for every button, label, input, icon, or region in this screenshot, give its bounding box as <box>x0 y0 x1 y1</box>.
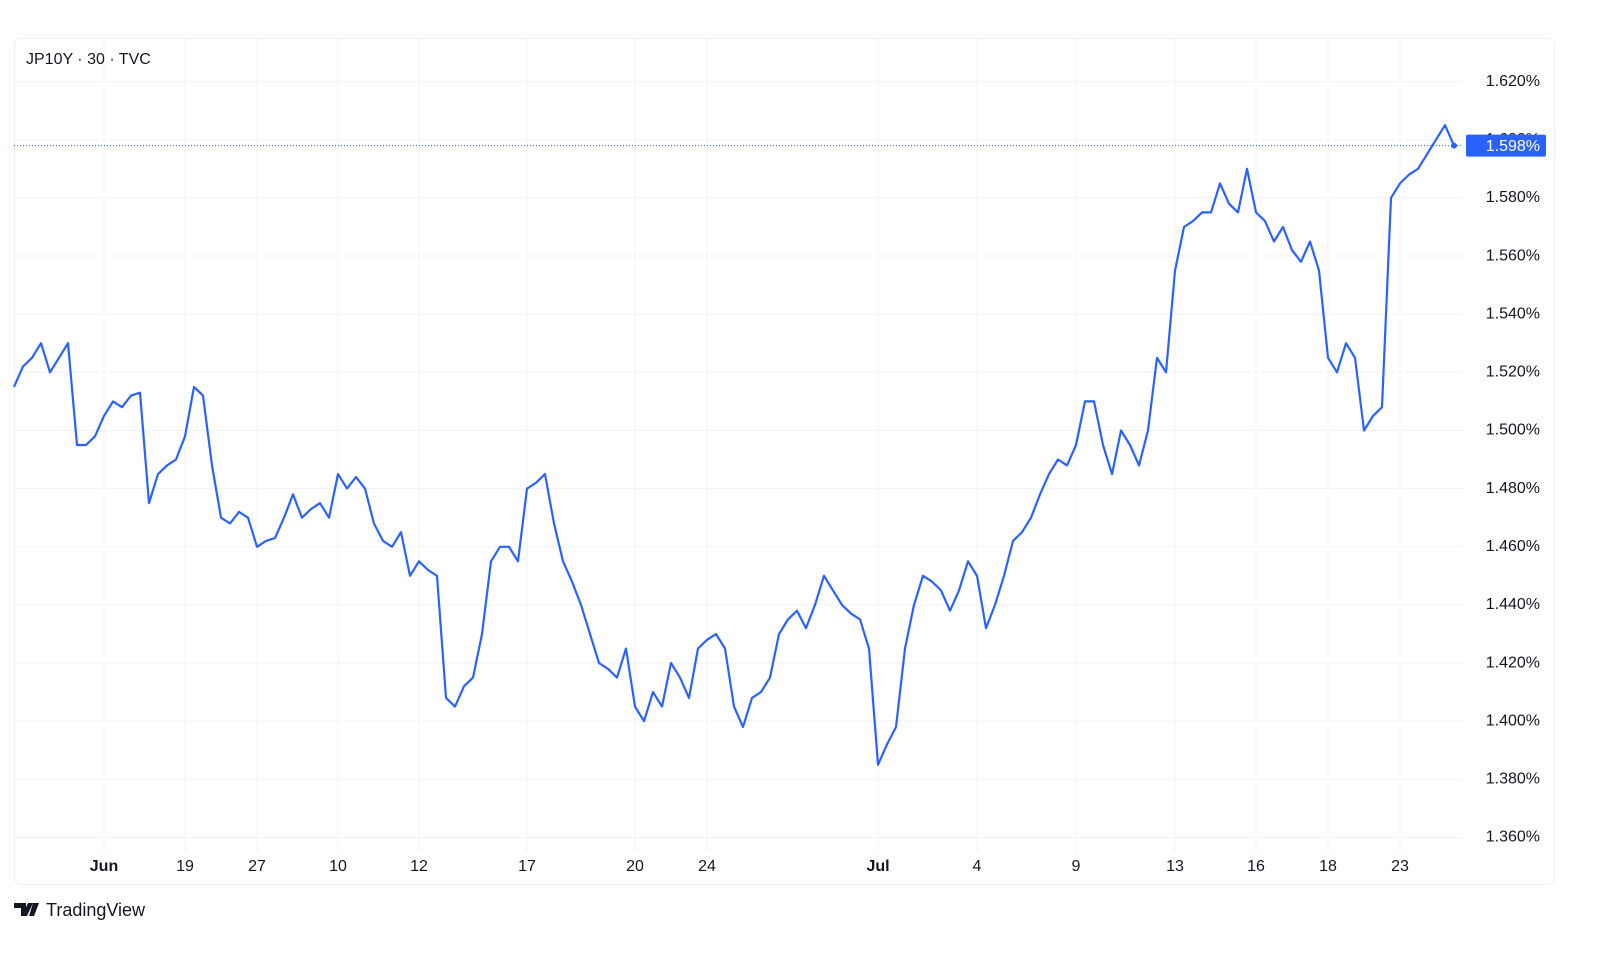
y-tick-label: 1.460% <box>1486 538 1540 555</box>
y-tick-label: 1.620% <box>1486 73 1540 90</box>
y-tick-label: 1.520% <box>1486 364 1540 381</box>
y-tick-label: 1.400% <box>1486 712 1540 729</box>
x-tick-label: 4 <box>973 858 982 875</box>
y-tick-label: 1.500% <box>1486 422 1540 439</box>
x-tick-label: 24 <box>698 858 716 875</box>
y-tick-label: 1.480% <box>1486 480 1540 497</box>
branding: TradingView <box>46 900 146 920</box>
y-tick-label: 1.580% <box>1486 189 1540 206</box>
x-tick-label: 13 <box>1166 858 1184 875</box>
line-series <box>12 124 1456 766</box>
y-tick-label: 1.360% <box>1486 829 1540 846</box>
y-tick-label: 1.560% <box>1486 247 1540 264</box>
logo: TradingView <box>14 900 146 920</box>
x-tick-label: 17 <box>518 858 536 875</box>
x-tick-label: 12 <box>410 858 428 875</box>
x-tick-label: 19 <box>176 858 194 875</box>
x-tick-label: 9 <box>1072 858 1081 875</box>
y-tick-label: 1.440% <box>1486 596 1540 613</box>
y-tick-label: 1.540% <box>1486 305 1540 322</box>
x-tick-label: 18 <box>1319 858 1337 875</box>
chart-frame <box>14 38 1555 885</box>
x-tick-label: Jun <box>90 858 118 875</box>
x-tick-label: 10 <box>329 858 347 875</box>
x-tick-label: 20 <box>626 858 644 875</box>
x-tick-label: 16 <box>1247 858 1265 875</box>
x-tick-label: Jul <box>866 858 889 875</box>
y-tick-label: 1.380% <box>1486 771 1540 788</box>
price-badge <box>1466 134 1546 157</box>
x-tick-label: 23 <box>1391 858 1409 875</box>
price-badge-label: 1.598% <box>1486 138 1540 155</box>
logo-icon <box>14 903 39 916</box>
y-tick-label: 1.420% <box>1486 654 1540 671</box>
chart-title: JP10Y · 30 · TVC <box>26 51 151 68</box>
x-tick-label: 27 <box>248 858 266 875</box>
